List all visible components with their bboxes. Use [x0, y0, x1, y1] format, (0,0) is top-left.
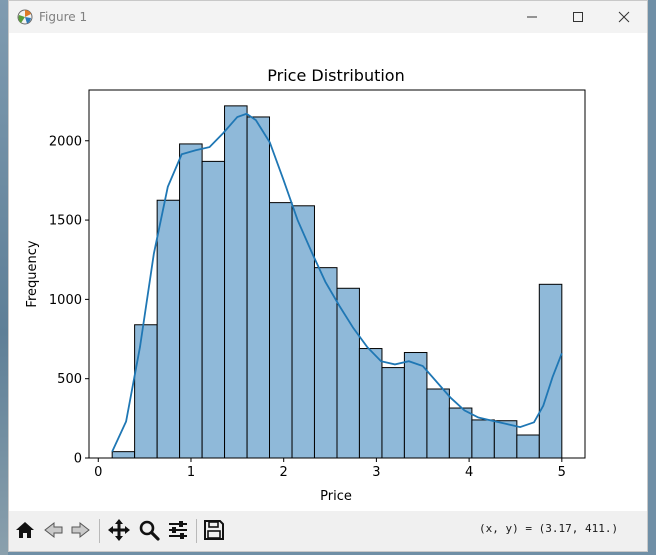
- figure-window: Figure 1 Price Distribution 0 1 2 3 4 5 0 500 1…: [8, 0, 648, 552]
- zoom-icon: [139, 520, 160, 541]
- save-icon: [204, 520, 224, 540]
- kde-curve: [111, 112, 563, 453]
- cursor-coordinates: (x, y) = (3.17, 411.): [479, 522, 619, 535]
- home-button[interactable]: [12, 517, 38, 543]
- histogram-bar: [291, 205, 315, 459]
- x-tick-label: 1: [187, 465, 195, 480]
- histogram-bar: [358, 348, 383, 459]
- zoom-button[interactable]: [136, 517, 162, 543]
- desktop-background: [0, 0, 8, 555]
- histogram-bar: [516, 434, 540, 459]
- y-axis-label: Frequency: [25, 240, 40, 307]
- window-title: Figure 1: [39, 10, 88, 24]
- y-tick-label: 1000: [49, 293, 82, 308]
- histogram-bar: [246, 116, 271, 459]
- back-icon: [44, 521, 63, 539]
- histogram-bar: [111, 451, 136, 459]
- histogram-bar: [448, 407, 473, 459]
- y-tick-label: 1500: [49, 214, 82, 229]
- histogram-bar: [156, 199, 181, 459]
- histogram-bar: [471, 419, 495, 459]
- toolbar-separator: [196, 519, 197, 543]
- back-button[interactable]: [40, 517, 66, 543]
- close-icon: [618, 11, 630, 23]
- navigation-toolbar: (x, y) = (3.17, 411.): [9, 511, 647, 551]
- y-tick-label: 0: [74, 452, 82, 467]
- title-bar[interactable]: Figure 1: [9, 1, 647, 33]
- configure-subplots-icon: [169, 521, 187, 539]
- histogram-bar: [224, 105, 248, 459]
- save-button[interactable]: [201, 517, 227, 543]
- histogram-bar: [381, 367, 405, 459]
- minimize-button[interactable]: [509, 1, 555, 33]
- histogram-bar: [403, 352, 428, 459]
- x-axis-label: Price: [320, 489, 352, 504]
- close-button[interactable]: [601, 1, 647, 33]
- y-tick-label: 500: [57, 372, 82, 387]
- home-icon: [16, 522, 34, 538]
- maximize-icon: [573, 12, 583, 22]
- histogram-bar: [538, 283, 563, 459]
- y-tick-label: 2000: [49, 134, 82, 149]
- x-tick-label: 2: [280, 465, 288, 480]
- configure-subplots-button[interactable]: [165, 517, 191, 543]
- pan-icon: [108, 519, 130, 541]
- minimize-icon: [527, 16, 537, 18]
- histogram-bar: [134, 324, 158, 459]
- pan-button[interactable]: [106, 517, 132, 543]
- forward-icon: [71, 521, 90, 539]
- forward-button[interactable]: [68, 517, 94, 543]
- axes-frame: [88, 89, 586, 459]
- toolbar-separator: [99, 519, 100, 543]
- histogram-chart: Price Distribution 0 1 2 3 4 5 0 500 1000 1500 20…: [25, 66, 586, 504]
- matplotlib-app-icon: [17, 9, 33, 25]
- histogram-bar: [179, 143, 203, 459]
- histogram-bar: [269, 202, 293, 459]
- figure-canvas[interactable]: Price Distribution 0 1 2 3 4 5 0 500 1000 1500 20…: [9, 33, 647, 511]
- histogram-bar: [336, 287, 360, 459]
- histogram-bar: [426, 388, 450, 459]
- maximize-button[interactable]: [555, 1, 601, 33]
- histogram-bar: [201, 160, 226, 459]
- x-tick-label: 5: [558, 465, 566, 480]
- chart-title: Price Distribution: [267, 66, 404, 85]
- x-tick-label: 3: [372, 465, 380, 480]
- x-tick-label: 4: [465, 465, 473, 480]
- x-tick-label: 0: [94, 465, 102, 480]
